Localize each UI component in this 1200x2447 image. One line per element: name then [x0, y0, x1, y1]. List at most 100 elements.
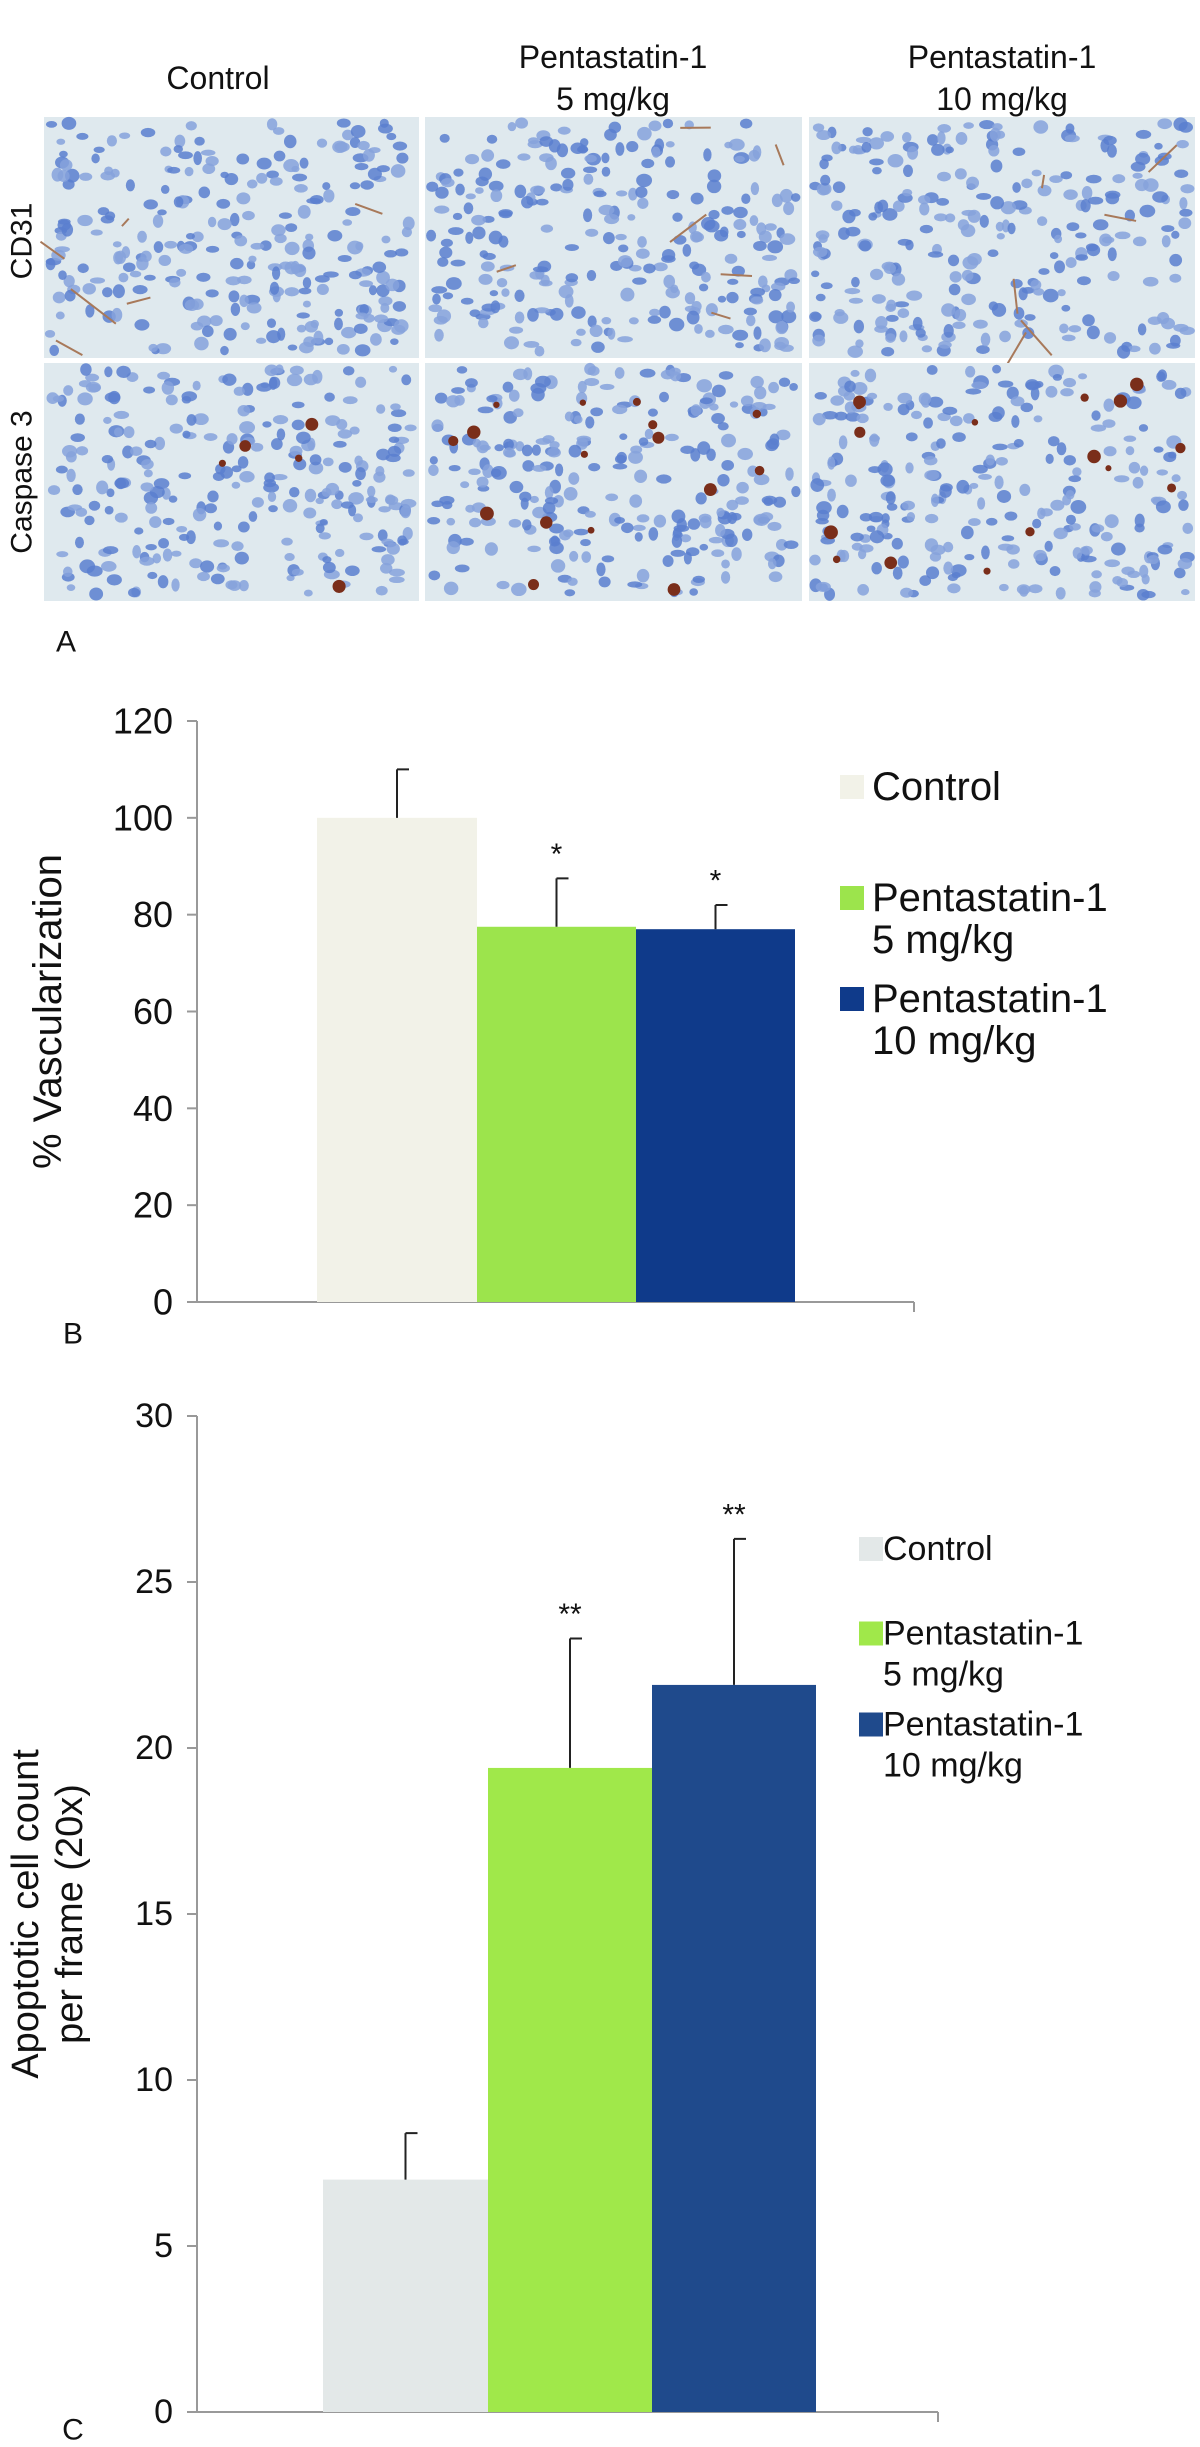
cell: [315, 523, 325, 534]
cell: [614, 367, 625, 379]
cell: [717, 422, 729, 431]
cell: [621, 522, 634, 534]
cell: [902, 188, 913, 197]
cell: [266, 330, 281, 344]
cell: [1061, 334, 1076, 342]
legend-label: Pentastatin-1 5 mg/kg: [883, 1615, 1083, 1694]
cell: [827, 488, 836, 502]
cell: [316, 283, 329, 295]
cell: [242, 210, 255, 221]
cell: [381, 538, 394, 545]
cell: [936, 438, 946, 449]
cell: [559, 530, 571, 541]
cell: [129, 270, 142, 278]
cell: [724, 253, 738, 264]
cell: [59, 159, 73, 171]
cell: [365, 496, 378, 503]
cell: [52, 291, 66, 304]
cell: [764, 223, 777, 231]
cell: [1179, 326, 1195, 336]
cell: [342, 396, 358, 405]
cell: [387, 445, 402, 457]
cell: [388, 568, 405, 577]
cell: [293, 458, 307, 471]
cell: [992, 364, 1002, 374]
cell: [149, 516, 162, 528]
cell: [75, 507, 88, 517]
cell: [440, 177, 455, 188]
cell: [477, 318, 489, 329]
cell: [832, 181, 846, 194]
cell: [508, 518, 522, 528]
cell: [426, 181, 439, 192]
cell: [1134, 523, 1145, 533]
cell: [1057, 289, 1066, 297]
cell: [472, 226, 486, 240]
cell: [809, 311, 822, 322]
cell: [851, 276, 860, 288]
cell: [815, 518, 829, 525]
cell: [296, 312, 310, 319]
cell: [327, 230, 343, 242]
cell: [70, 433, 85, 443]
y-tick-label: 25: [135, 1563, 173, 1601]
cell: [381, 235, 391, 244]
stained-cell: [754, 465, 765, 476]
cell: [1103, 446, 1117, 457]
stained-cell: [703, 483, 717, 496]
cell: [157, 371, 171, 380]
cell: [690, 192, 704, 205]
cell: [434, 328, 444, 342]
cell: [234, 235, 248, 247]
cell: [721, 459, 735, 471]
cell: [428, 464, 439, 476]
cell: [523, 340, 540, 348]
cell: [1179, 208, 1193, 217]
cell: [1037, 216, 1048, 227]
cell: [144, 439, 157, 449]
cell: [184, 299, 200, 311]
cell: [141, 459, 154, 470]
cell: [726, 291, 739, 304]
cell: [448, 227, 464, 236]
cell: [145, 543, 157, 551]
cell: [1019, 483, 1031, 496]
cell: [427, 517, 441, 525]
cell: [264, 472, 275, 483]
cell: [721, 206, 734, 215]
cell: [158, 254, 172, 267]
cell: [140, 250, 152, 263]
cell: [725, 533, 738, 548]
cell: [437, 257, 449, 267]
micrograph: [425, 117, 802, 358]
cell: [577, 380, 587, 393]
cell: [194, 336, 209, 351]
cell: [612, 463, 628, 470]
cell: [903, 164, 913, 178]
cell: [568, 444, 582, 458]
significance-label: **: [722, 1498, 746, 1531]
cell: [1174, 567, 1186, 579]
cell: [1040, 508, 1053, 517]
cell: [152, 553, 162, 564]
cell: [283, 134, 297, 149]
cell: [864, 368, 877, 383]
cell: [816, 183, 830, 196]
cell: [659, 391, 670, 403]
cell: [952, 432, 966, 442]
cell: [789, 382, 798, 391]
cell: [390, 338, 399, 345]
cell: [961, 209, 977, 216]
cell: [269, 376, 281, 389]
cell: [576, 328, 586, 336]
legend-swatch: [859, 1621, 883, 1646]
cell: [919, 202, 930, 216]
cell: [292, 173, 308, 182]
cell: [822, 411, 838, 420]
cell: [130, 446, 143, 456]
cell: [360, 180, 374, 190]
cell: [431, 286, 448, 294]
cell: [718, 371, 734, 380]
cell: [246, 260, 256, 270]
cell: [703, 148, 712, 162]
